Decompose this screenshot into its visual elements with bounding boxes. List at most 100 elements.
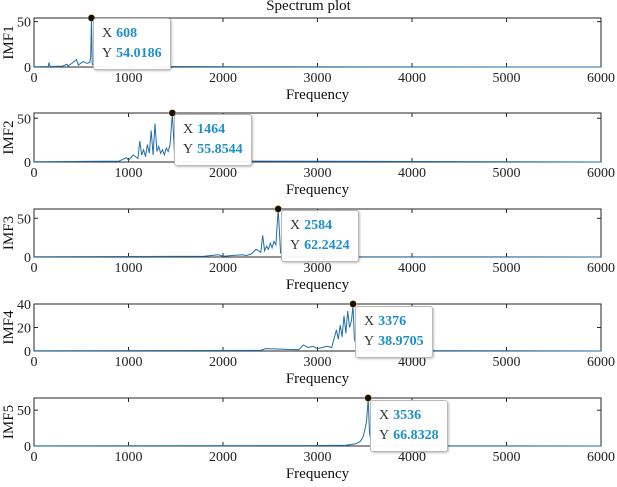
x-tick-label: 3000 <box>304 261 332 276</box>
x-tick-label: 4000 <box>398 450 426 465</box>
x-tick-label: 1000 <box>115 71 143 86</box>
x-tick-label: 6000 <box>587 355 615 370</box>
y-tick-label: 20 <box>17 322 31 337</box>
x-tick-label: 0 <box>31 261 38 276</box>
x-tick-label: 0 <box>31 71 38 86</box>
datatip-x-key: X <box>102 26 113 41</box>
datatip-x-key: X <box>290 218 301 233</box>
datatip-y-row: Y 38.9705 <box>364 332 424 352</box>
x-tick-label: 5000 <box>493 71 521 86</box>
datatip-y-value: 38.9705 <box>378 334 424 349</box>
x-tick-label: 5000 <box>493 450 521 465</box>
datatip-x-row: X 2584 <box>290 216 350 236</box>
x-tick-label: 6000 <box>587 71 615 86</box>
axes-box <box>33 303 602 352</box>
datatip-y-value: 66.8328 <box>393 428 439 443</box>
x-tick-label: 0 <box>31 355 38 370</box>
spectrum-line <box>33 113 602 163</box>
y-axis-label: IMF2 <box>1 120 17 154</box>
x-axis-label: Frequency <box>286 182 350 198</box>
x-tick-label: 1000 <box>115 261 143 276</box>
datatip-imf4[interactable]: X 3376 Y 38.9705 <box>355 306 433 358</box>
datatip-marker[interactable] <box>364 394 372 402</box>
x-axis-label: Frequency <box>286 371 350 387</box>
x-tick-label: 2000 <box>209 355 237 370</box>
datatip-y-row: Y 62.2424 <box>290 236 350 256</box>
x-tick-label: 4000 <box>398 261 426 276</box>
x-axis-label: Frequency <box>286 87 350 103</box>
datatip-x-row: X 1464 <box>183 120 243 140</box>
datatip-y-key: Y <box>183 142 194 157</box>
x-tick-label: 4000 <box>398 355 426 370</box>
x-tick-label: 1000 <box>115 166 143 181</box>
datatip-marker[interactable] <box>349 300 357 308</box>
axes-box <box>33 112 602 163</box>
x-tick-label: 6000 <box>587 450 615 465</box>
datatip-x-key: X <box>379 408 390 423</box>
x-tick-label: 2000 <box>209 261 237 276</box>
x-tick-label: 5000 <box>493 261 521 276</box>
y-axis-label: IMF5 <box>1 405 17 439</box>
x-tick-label: 3000 <box>304 450 332 465</box>
datatip-y-key: Y <box>102 46 113 61</box>
x-tick-label: 0 <box>31 450 38 465</box>
datatip-y-row: Y 66.8328 <box>379 426 439 446</box>
x-tick-label: 3000 <box>304 355 332 370</box>
datatip-x-value: 1464 <box>197 122 226 137</box>
datatip-x-value: 608 <box>116 26 138 41</box>
datatip-x-value: 2584 <box>304 218 333 233</box>
y-tick-label: 50 <box>17 16 31 31</box>
x-tick-label: 5000 <box>493 355 521 370</box>
x-tick-label: 4000 <box>398 166 426 181</box>
spectrum-line <box>33 208 602 258</box>
x-axis-label: Frequency <box>286 277 350 293</box>
spectrum-line <box>33 398 602 447</box>
x-tick-label: 1000 <box>115 355 143 370</box>
datatip-marker[interactable] <box>274 205 282 213</box>
y-tick-label: 50 <box>17 212 31 227</box>
x-tick-label: 5000 <box>493 166 521 181</box>
y-axis-label: IMF3 <box>1 216 17 250</box>
y-tick-label: 0 <box>24 156 31 171</box>
x-tick-label: 4000 <box>398 71 426 86</box>
datatip-y-value: 62.2424 <box>304 238 350 253</box>
datatip-y-key: Y <box>290 238 301 253</box>
y-tick-label: 50 <box>17 112 31 127</box>
y-tick-label: 0 <box>24 345 31 360</box>
y-axis-label: IMF4 <box>1 310 17 345</box>
axes-box <box>33 397 602 447</box>
datatip-x-value: 3536 <box>393 408 422 423</box>
datatip-imf5[interactable]: X 3536 Y 66.8328 <box>370 400 448 452</box>
x-tick-label: 2000 <box>209 450 237 465</box>
datatip-x-value: 3376 <box>378 314 407 329</box>
figure-title: Spectrum plot <box>266 0 351 14</box>
x-tick-label: 2000 <box>209 166 237 181</box>
y-tick-label: 40 <box>17 298 31 313</box>
datatip-imf1[interactable]: X 608 Y 54.0186 <box>93 18 171 70</box>
datatip-x-key: X <box>183 122 194 137</box>
datatip-x-row: X 3536 <box>379 406 439 426</box>
y-tick-label: 0 <box>24 440 31 455</box>
datatip-y-value: 54.0186 <box>116 46 162 61</box>
x-tick-label: 6000 <box>587 166 615 181</box>
datatip-imf3[interactable]: X 2584 Y 62.2424 <box>281 210 359 262</box>
x-tick-label: 0 <box>31 166 38 181</box>
datatip-y-key: Y <box>379 428 390 443</box>
x-tick-label: 1000 <box>115 450 143 465</box>
datatip-x-key: X <box>364 314 375 329</box>
datatip-y-value: 55.8544 <box>197 142 243 157</box>
y-axis-label: IMF1 <box>1 25 17 59</box>
x-tick-label: 3000 <box>304 166 332 181</box>
datatip-x-row: X 608 <box>102 24 162 44</box>
datatip-imf2[interactable]: X 1464 Y 55.8544 <box>174 114 252 166</box>
x-axis-label: Frequency <box>286 466 350 482</box>
x-tick-label: 2000 <box>209 71 237 86</box>
datatip-y-key: Y <box>364 334 375 349</box>
y-tick-label: 0 <box>24 61 31 76</box>
